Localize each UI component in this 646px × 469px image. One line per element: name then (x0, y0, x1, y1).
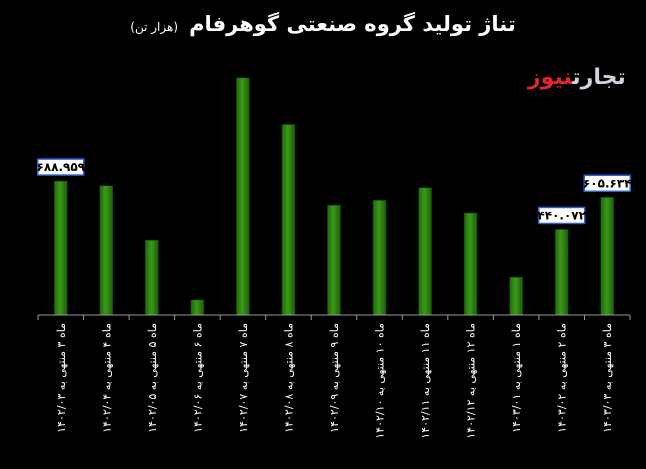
bar-11 (554, 229, 569, 316)
bar-3 (190, 299, 205, 316)
bar-7 (372, 200, 387, 316)
data-label-11: ۴۴۰.۰۷۲ (537, 206, 587, 225)
bar-6 (327, 204, 341, 316)
title-block: تناژ تولید گروه صنعتی گوهرفام (هزار تن) (0, 12, 646, 36)
x-tick-label-10: ماه ۱ منتهی به ۱۴۰۳/۰۱ (510, 323, 523, 433)
bar-5 (281, 124, 296, 316)
chart-title: تناژ تولید گروه صنعتی گوهرفام (189, 12, 516, 36)
x-tick-group: ماه ۳ منتهی به ۱۴۰۲/۰۳ ماه ۴ منتهی به ۱۴۰… (37, 315, 631, 439)
x-tick-label-8: ماه ۱۱ منتهی به ۱۴۰۲/۱۱ (419, 323, 432, 439)
brand-logo: تجارتنیوز (528, 65, 626, 90)
x-tick-label-1: ماه ۴ منتهی به ۱۴۰۲/۰۴ (100, 323, 113, 433)
logo-part-2: نیوز (528, 65, 573, 90)
bar-4 (236, 77, 250, 316)
bar-9 (463, 212, 478, 316)
logo-part-1: تجارت (572, 65, 626, 90)
x-tick-label-0: ماه ۳ منتهی به ۱۴۰۲/۰۳ (55, 323, 68, 433)
x-tick-label-3: ماه ۶ منتهی به ۱۴۰۲/۰۶ (191, 323, 204, 433)
data-labels-group: ۶۸۸.۹۵۹ ۴۴۰.۰۷۲ ۶۰۵.۶۳۴ (37, 158, 632, 225)
data-label-box-12 (583, 174, 631, 193)
data-label-12: ۶۰۵.۶۳۴ (583, 174, 632, 193)
x-tick-label-9: ماه ۱۲ منتهی به ۱۴۰۲/۱۲ (465, 323, 478, 439)
data-label-text-0: ۶۸۸.۹۵۹ (37, 160, 86, 174)
bar-8 (418, 187, 432, 316)
x-tick-label-11: ماه ۲ منتهی به ۱۴۰۳/۰۲ (556, 323, 569, 433)
data-label-0: ۶۸۸.۹۵۹ (37, 158, 86, 176)
bar-2 (145, 239, 159, 316)
x-tick-label-7: ماه ۱۰ منتهی به ۱۴۰۲/۱۰ (374, 323, 387, 439)
data-label-box-11 (537, 206, 586, 225)
bar-10 (509, 276, 523, 316)
x-tick-label-12: ماه ۳ منتهی به ۱۴۰۳/۰۳ (601, 323, 614, 433)
x-tick-label-2: ماه ۵ منتهی به ۱۴۰۲/۰۵ (146, 323, 159, 433)
x-tick-label-6: ماه ۹ منتهی به ۱۴۰۲/۰۹ (328, 323, 341, 433)
chart-subtitle: (هزار تن) (130, 20, 179, 34)
data-label-box-0 (37, 158, 85, 176)
bar-0 (53, 180, 68, 316)
data-label-text-11: ۴۴۰.۰۷۲ (537, 208, 586, 222)
bar-1 (99, 185, 114, 316)
bar-12 (600, 196, 615, 316)
bars-group (53, 77, 615, 316)
x-tick-label-4: ماه ۷ منتهی به ۱۴۰۲/۰۷ (237, 323, 250, 433)
x-tick-label-5: ماه ۸ منتهی به ۱۴۰۲/۰۸ (282, 323, 295, 433)
data-label-text-12: ۶۰۵.۶۳۴ (583, 176, 632, 190)
